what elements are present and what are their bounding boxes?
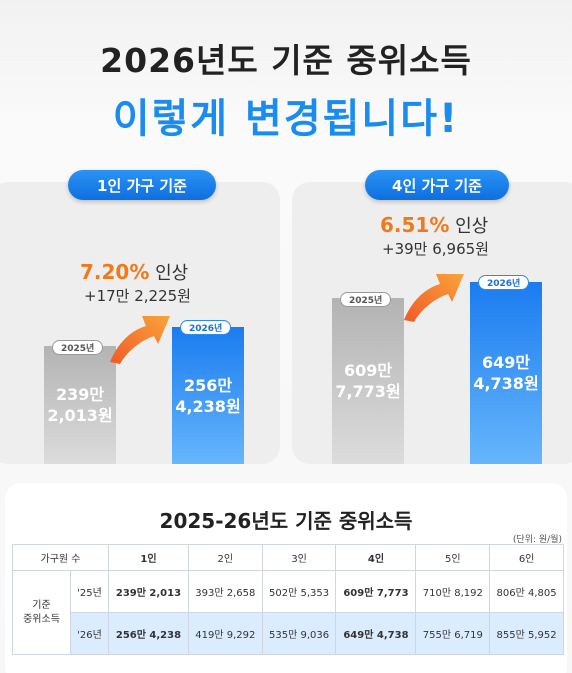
table-cell: 256만 4,238 xyxy=(108,612,189,655)
delta-4-person: +39만 6,965원 xyxy=(382,240,489,258)
bar-4-2026-line2: 4,738원 xyxy=(473,374,539,393)
tag-4-2026: 2026년 xyxy=(478,275,530,290)
table-cell: 649만 4,738 xyxy=(335,612,417,655)
table-cell: 502만 5,353 xyxy=(261,570,337,613)
tag-1-2025: 2025년 xyxy=(52,340,104,355)
header-cell: 1인 xyxy=(108,544,189,571)
header-cell: 5인 xyxy=(415,544,491,571)
header-cell: 6인 xyxy=(489,544,564,571)
header-cell: 가구원 수 xyxy=(12,544,109,571)
bar-1-2025-line2: 2,013원 xyxy=(47,406,113,425)
header-cell: 3인 xyxy=(261,544,337,571)
subheadline: 이렇게 변경됩니다! xyxy=(112,96,460,142)
row-label-line1: 기준 xyxy=(32,599,51,611)
pill-1-person: 1인 가구 기준 xyxy=(68,170,216,200)
year-cell: '25년 xyxy=(70,570,109,613)
table-cell: 239만 2,013 xyxy=(108,570,189,613)
bar-4-2026-line1: 649만 xyxy=(481,353,531,372)
bar-4-2025-line1: 609만 xyxy=(343,361,393,380)
tag-1-2026: 2026년 xyxy=(180,320,232,335)
table-cell: 806만 4,805 xyxy=(489,570,564,613)
headline: 2026년도 기준 중위소득 xyxy=(100,41,472,80)
table-cell: 393만 2,658 xyxy=(187,570,263,613)
header-cell: 4인 xyxy=(335,544,417,571)
bar-1-2025-line1: 239만 xyxy=(55,385,105,404)
row-label-line2: 중위소득 xyxy=(23,613,60,625)
bar-1-2026-line1: 256만 xyxy=(183,375,233,395)
bar-1-2026: 256만 4,238원 xyxy=(172,327,244,464)
rate-1-person: 7.20% 인상 xyxy=(80,259,188,285)
header-cell: 2인 xyxy=(187,544,263,571)
rate-1-pct: 7.20% xyxy=(80,260,150,284)
pill-4-person: 4인 가구 기준 xyxy=(365,170,509,200)
table-row: 기준 중위소득 '25년 239만 2,013 393만 2,658 502만 … xyxy=(12,570,564,655)
rate-4-person: 6.51% 인상 xyxy=(380,212,488,238)
bar-4-2026: 649만 4,738원 xyxy=(470,282,542,464)
up-arrow-icon xyxy=(404,274,464,322)
row-group-label: 기준 중위소득 xyxy=(12,570,71,655)
table-cell: 755만 6,719 xyxy=(415,612,491,655)
rate-1-word: 인상 xyxy=(155,263,189,284)
bar-4-2025-line2: 7,773원 xyxy=(335,382,401,401)
year-cell: '26년 xyxy=(70,612,109,655)
bar-1-2026-line2: 4,238원 xyxy=(175,396,241,416)
table-cell: 419만 9,292 xyxy=(187,612,263,655)
table-cell: 609만 7,773 xyxy=(335,570,417,613)
table-cell: 535만 9,036 xyxy=(261,612,337,655)
table-title: 2025-26년도 기준 중위소득 xyxy=(159,509,413,533)
bar-4-2025: 609만 7,773원 xyxy=(332,298,404,464)
delta-1-person: +17만 2,225원 xyxy=(84,287,191,305)
bar-1-2025: 239만 2,013원 xyxy=(44,346,116,464)
rate-4-word: 인상 xyxy=(455,216,489,237)
table-cell: 710만 8,192 xyxy=(415,570,491,613)
rate-4-pct: 6.51% xyxy=(380,213,450,237)
table-unit: (단위: 원/월) xyxy=(512,535,562,545)
median-income-table: 가구원 수 1인 2인 3인 4인 5인 6인 기준 중위소득 '25년 239… xyxy=(12,544,564,655)
tag-4-2025: 2025년 xyxy=(340,292,392,307)
up-arrow-icon xyxy=(110,316,170,364)
table-header-row: 가구원 수 1인 2인 3인 4인 5인 6인 xyxy=(12,544,564,571)
table-cell: 855만 5,952 xyxy=(489,612,564,655)
table-row: '26년 256만 4,238 419만 9,292 535만 9,036 64… xyxy=(13,612,564,655)
